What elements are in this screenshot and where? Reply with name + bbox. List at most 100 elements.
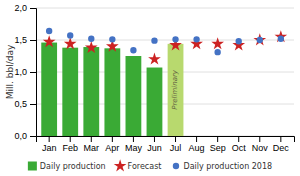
point	[193, 36, 199, 42]
tick: 0,5	[14, 99, 36, 109]
grid-line	[36, 40, 294, 41]
bar	[83, 47, 99, 136]
grid-line	[36, 8, 294, 9]
y-axis-title: Mill. bbl/day	[5, 44, 15, 99]
tick-mark	[217, 136, 218, 142]
tick-label: Aug	[189, 143, 205, 153]
point	[232, 38, 245, 50]
tick: Nov	[252, 136, 269, 153]
axis-line	[30, 9, 37, 137]
tick: Dec	[273, 136, 290, 153]
tick-label: Oct	[232, 143, 247, 153]
point	[109, 36, 115, 42]
tick: Jun	[147, 136, 162, 153]
tick-mark	[70, 136, 71, 142]
point	[64, 37, 77, 49]
bar	[126, 56, 142, 136]
tick-label: 2,0	[14, 3, 27, 13]
tick-label: Mar	[84, 143, 100, 153]
tick-label: 0,5	[14, 99, 27, 109]
tick-label: Jan	[42, 143, 57, 153]
tick: May	[125, 136, 143, 153]
tick: 1,0	[14, 67, 36, 77]
tick-mark	[238, 136, 239, 142]
series	[43, 30, 287, 64]
bar	[147, 68, 163, 136]
point	[172, 36, 178, 42]
point	[278, 36, 284, 42]
point	[46, 28, 52, 34]
point	[43, 35, 56, 47]
bar	[62, 48, 78, 136]
tick-mark	[30, 40, 36, 41]
tick-label: Apr	[105, 143, 119, 153]
point	[253, 33, 266, 45]
tick-mark	[154, 136, 155, 142]
tick-mark	[259, 136, 260, 142]
tick-label: 0,0	[14, 131, 27, 141]
legend-item: Forecast	[114, 159, 162, 171]
tick-label: Jun	[147, 143, 162, 153]
tick-mark	[30, 72, 36, 73]
tick-label: 1,5	[14, 35, 27, 45]
point	[67, 32, 73, 38]
marks	[41, 28, 287, 136]
bar	[104, 48, 120, 136]
tick: Sep	[210, 136, 226, 153]
legend-label: Daily production	[40, 162, 106, 171]
point	[190, 37, 203, 49]
annotation: Preliminary	[171, 69, 179, 110]
tick-label: Sep	[210, 143, 226, 153]
tick: Feb	[62, 136, 78, 153]
point	[236, 38, 242, 44]
tick-label: Dec	[273, 143, 290, 153]
legend-swatch	[114, 159, 127, 171]
tick: Jul	[170, 136, 182, 153]
bar	[41, 43, 57, 136]
x-axis: Jan Feb Mar Apr May Jun Jul Aug Sep Oct Nov Dec	[37, 136, 295, 153]
legend-item: Daily production 2018	[173, 162, 272, 171]
bar	[168, 44, 184, 136]
point	[274, 30, 287, 42]
tick: Oct	[232, 136, 247, 153]
point	[88, 36, 94, 42]
legend: Daily production Forecast Daily production…	[28, 159, 272, 171]
tick: 2,0	[14, 3, 36, 13]
point	[151, 37, 157, 43]
tick-label: Jul	[170, 143, 182, 153]
tick: 0,0	[14, 131, 36, 141]
tick: Apr	[105, 136, 119, 153]
tick-label: Feb	[62, 143, 78, 153]
legend-swatch	[173, 163, 179, 169]
chart: JanFebMarAprMayJunJulAugSepOctNovDec0,00…	[0, 0, 300, 176]
tick-mark	[280, 136, 281, 142]
tick-mark	[175, 136, 176, 142]
tick: Aug	[189, 136, 205, 153]
legend-swatch	[28, 162, 37, 171]
tick-label: May	[125, 143, 143, 153]
point	[130, 47, 136, 53]
point	[257, 37, 263, 43]
tick: Mar	[84, 136, 100, 153]
tick-mark	[30, 104, 36, 105]
legend-item: Daily production	[28, 162, 106, 171]
point	[85, 41, 98, 53]
series	[46, 28, 284, 56]
grid	[36, 8, 294, 136]
legend-label: Forecast	[128, 162, 162, 171]
plot: JanFebMarAprMayJunJulAugSepOctNovDec0,00…	[14, 3, 294, 153]
tick-mark	[91, 136, 92, 142]
tick: 1,5	[14, 35, 36, 45]
tick-mark	[30, 136, 36, 137]
tick-mark	[49, 136, 50, 142]
point	[148, 53, 161, 65]
y-axis: 0,0 0,5 1,0 1,5 2,0	[14, 3, 36, 141]
point	[214, 49, 220, 55]
tick-mark	[30, 8, 36, 9]
series	[41, 43, 183, 136]
axis-line	[37, 137, 295, 143]
legend-label: Daily production 2018	[183, 162, 272, 171]
tick-mark	[196, 136, 197, 142]
point	[211, 37, 224, 49]
tick-label: 1,0	[14, 67, 27, 77]
